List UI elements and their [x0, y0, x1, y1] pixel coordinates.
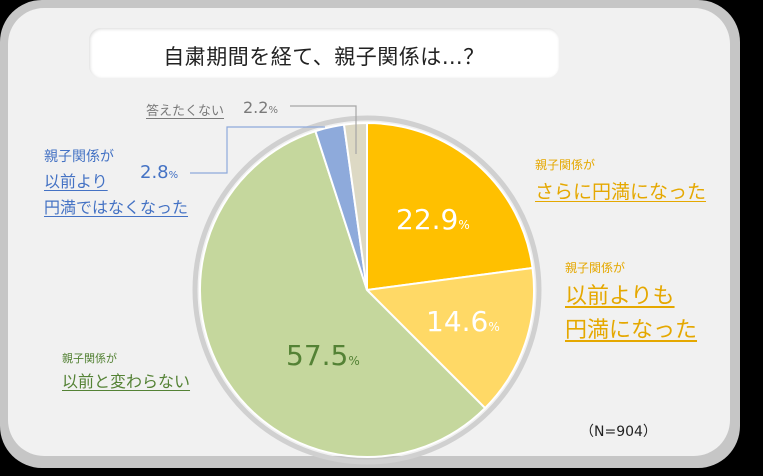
label-no-answer: 答えたくない — [146, 104, 225, 119]
leader-line-no-answer — [290, 105, 357, 154]
label-more-than-before: 親子関係が 以前よりも 円満になった — [565, 261, 698, 343]
label-unchanged: 親子関係が 以前と変わらない — [62, 352, 191, 391]
label-more-harmonious: 親子関係が さらに円満になった — [535, 158, 707, 203]
pie-slice-more-than-before — [364, 266, 535, 410]
chart-title: 自粛期間を経て、親子関係は…？ — [163, 45, 485, 69]
value-unchanged: 57.5% — [286, 339, 360, 372]
pie-shadow-ring — [192, 115, 542, 465]
sample-size-note: （N=904） — [580, 424, 657, 440]
pie-slice-more-harmonious — [366, 121, 534, 292]
pie-slices — [199, 121, 535, 458]
title-box: 自粛期間を経て、親子関係は…？ — [89, 28, 559, 78]
value-less-harmonious: 2.8% — [140, 162, 179, 183]
value-more-than-before: 14.6% — [426, 305, 500, 338]
leader-line-less-harmonious — [190, 126, 325, 174]
pie-slice-unchanged — [199, 129, 487, 458]
value-no-answer: 2.2% — [243, 98, 278, 117]
label-less-harmonious: 親子関係が 以前より 円満ではなくなった — [44, 149, 189, 217]
value-more-harmonious: 22.9% — [396, 203, 470, 236]
